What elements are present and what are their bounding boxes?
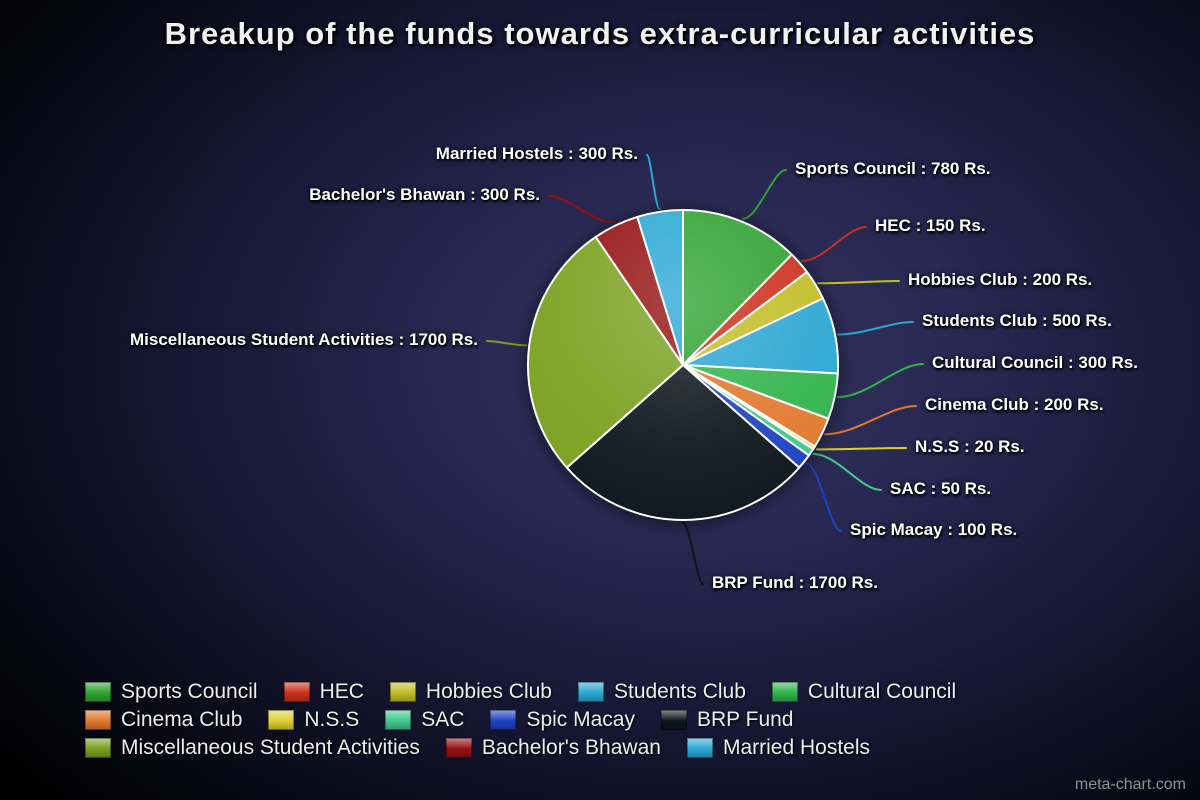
legend-swatch-hobbies-club (389, 682, 416, 702)
leader-lines (486, 154, 924, 585)
legend-label: Sports Council (121, 680, 258, 703)
legend-item-bachelor-s-bhawan: Bachelor's Bhawan (445, 736, 661, 760)
legend-label: Married Hostels (722, 736, 870, 759)
legend-item-cultural-council: Cultural Council (771, 680, 957, 704)
legend-item-n-s-s: N.S.S (268, 708, 359, 732)
legend-label: BRP Fund (696, 708, 794, 731)
legend-swatch-sac (385, 710, 412, 730)
leader-line-miscellaneous-student-activities (486, 340, 528, 347)
legend-swatch-miscellaneous-student-activities (85, 738, 111, 758)
legend-swatch-cultural-council (771, 682, 798, 702)
legend-label: HEC (319, 680, 364, 703)
legend-item-miscellaneous-student-activities: Miscellaneous Student Activities (85, 736, 420, 760)
legend-row: Cinema Club N.S.S SAC Spic Macay BRP Fund (85, 706, 1155, 734)
pie-slices (526, 209, 840, 522)
leader-line-spic-macay (805, 462, 842, 532)
legend-item-sac: SAC (385, 708, 464, 732)
legend-swatch-students-club (577, 682, 604, 702)
legend-swatch-spic-macay (490, 710, 517, 730)
legend-item-cinema-club: Cinema Club (85, 708, 242, 732)
pie-gloss-overlay (529, 211, 837, 519)
legend-label: Miscellaneous Student Activities (121, 736, 420, 759)
legend-item-students-club: Students Club (577, 680, 746, 704)
legend-swatch-married-hostels (686, 738, 713, 758)
leader-line-bachelor-s-bhawan (548, 195, 616, 224)
legend-label: N.S.S (304, 708, 360, 731)
legend-row: Sports Council HEC Hobbies Club Students Cl… (85, 678, 1155, 706)
leader-line-hec (801, 226, 867, 262)
legend-label: Cinema Club (121, 708, 243, 731)
legend-swatch-n-s-s (268, 710, 295, 730)
legend-swatch-hec (283, 682, 310, 702)
legend-item-hobbies-club: Hobbies Club (389, 680, 552, 704)
watermark: meta-chart.com (1074, 776, 1186, 793)
leader-line-n-s-s (815, 447, 907, 451)
legend-label: Spic Macay (526, 708, 635, 731)
legend-swatch-sports-council (85, 682, 111, 702)
legend-item-spic-macay: Spic Macay (490, 708, 635, 732)
legend-swatch-brp-fund (660, 710, 687, 730)
legend-item-brp-fund: BRP Fund (660, 708, 794, 732)
leader-line-sac (812, 453, 882, 491)
legend-swatch-cinema-club (85, 710, 111, 730)
legend-label: Hobbies Club (425, 680, 552, 703)
legend-item-hec: HEC (283, 680, 364, 704)
legend: Sports Council HEC Hobbies Club Students Cl… (85, 678, 1155, 762)
leader-line-cultural-council (836, 363, 924, 399)
legend-label: SAC (421, 708, 465, 731)
leader-line-sports-council (741, 169, 787, 220)
leader-line-students-club (837, 321, 914, 336)
leader-line-brp-fund (682, 522, 704, 585)
chart-title: Breakup of the funds towards extra-curri… (164, 16, 1036, 51)
legend-label: Students Club (613, 680, 746, 703)
legend-label: Bachelor's Bhawan (481, 736, 661, 759)
legend-label: Cultural Council (807, 680, 957, 703)
legend-row: Miscellaneous Student Activities Bachelor… (85, 734, 1155, 762)
leader-line-married-hostels (646, 154, 661, 210)
legend-swatch-bachelor-s-bhawan (445, 738, 472, 758)
legend-item-sports-council: Sports Council (85, 680, 258, 704)
leader-line-hobbies-club (817, 280, 900, 285)
leader-line-cinema-club (824, 405, 917, 436)
legend-item-married-hostels: Married Hostels (686, 736, 870, 760)
